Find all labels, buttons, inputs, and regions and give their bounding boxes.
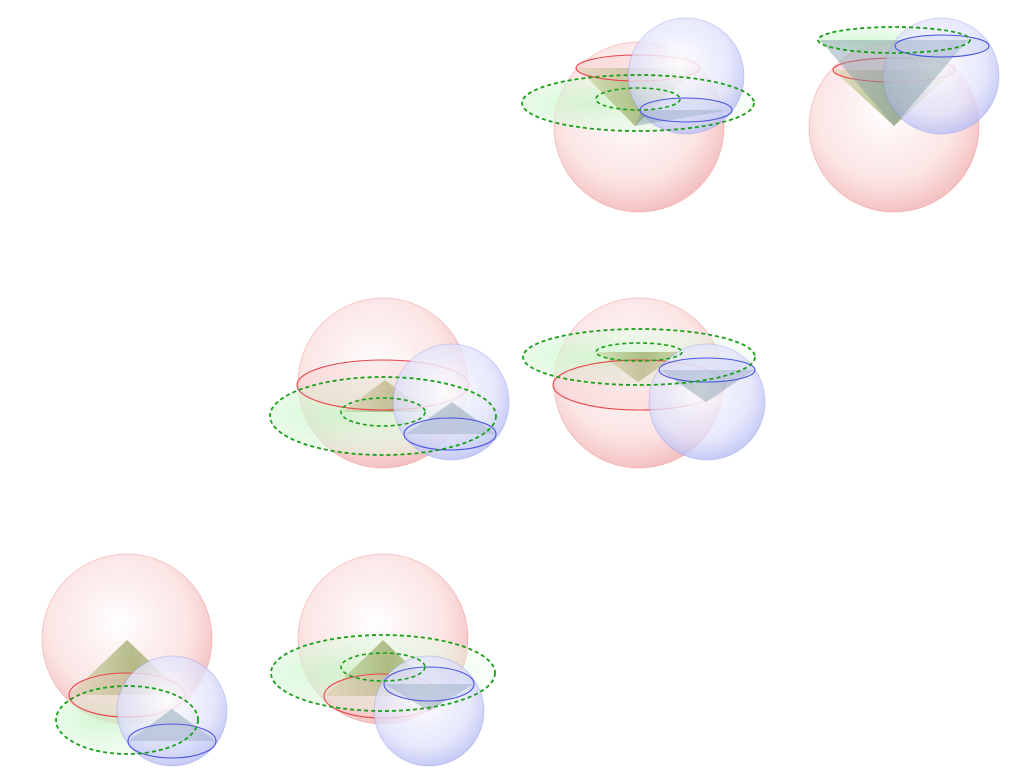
blue-cone xyxy=(384,684,474,711)
blue-sphere xyxy=(116,655,228,767)
green-dashed-circle xyxy=(270,634,496,712)
blue-cone xyxy=(128,709,216,741)
panel-layer xyxy=(41,17,1000,767)
panel-3 xyxy=(269,297,510,469)
green-dashed-circle xyxy=(521,74,755,132)
green-dashed-circle xyxy=(817,26,971,54)
blue-cone-rim xyxy=(383,666,475,702)
panel-1 xyxy=(521,17,755,213)
green-dashed-circle xyxy=(55,685,199,755)
blue-cone xyxy=(660,370,754,402)
green-dashed-circle xyxy=(269,376,497,456)
blue-sphere xyxy=(392,343,510,461)
green-dashed-inner-circle xyxy=(595,342,683,362)
blue-cone-rim xyxy=(894,34,990,58)
green-dashed-circle xyxy=(522,328,756,386)
blue-sphere xyxy=(627,17,745,135)
blue-cone-rim xyxy=(658,357,756,383)
panel-6 xyxy=(270,553,496,767)
blue-cone-rim xyxy=(639,97,733,123)
green-dashed-inner-circle xyxy=(340,652,426,682)
panel-2 xyxy=(808,17,1000,213)
blue-cone xyxy=(820,40,968,126)
panel-4 xyxy=(522,297,766,469)
panel-5 xyxy=(41,553,228,767)
blue-cone-rim xyxy=(127,723,217,759)
blue-cone xyxy=(635,110,730,126)
green-dashed-inner-circle xyxy=(595,87,681,111)
green-dashed-inner-circle xyxy=(340,397,426,427)
blue-sphere xyxy=(648,343,766,461)
blue-sphere xyxy=(882,17,1000,135)
blue-cone-rim xyxy=(403,417,497,451)
